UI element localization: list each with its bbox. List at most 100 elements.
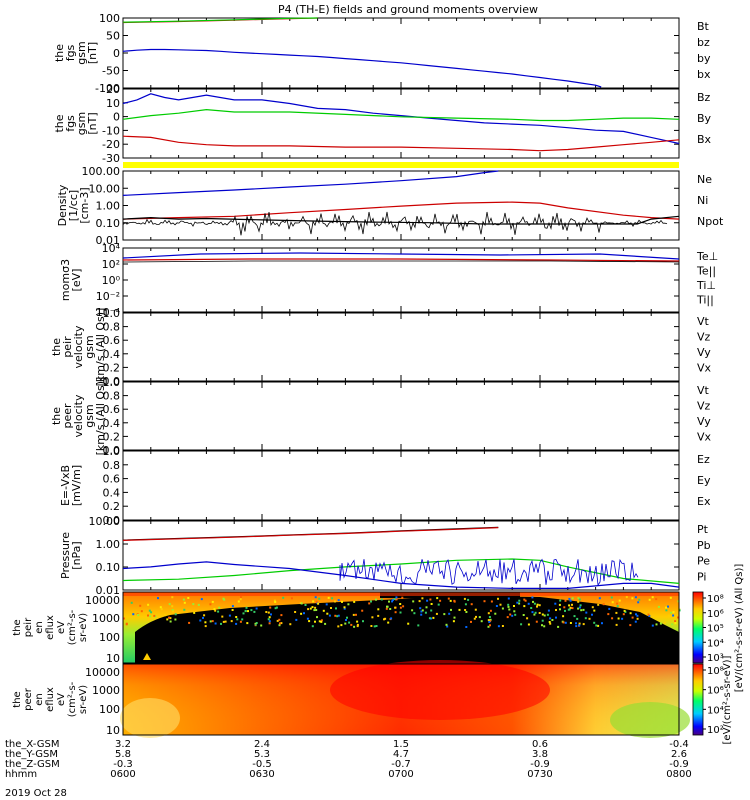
peir-speckle (192, 603, 194, 605)
peir-speckle (307, 608, 309, 610)
peir-speckle (496, 605, 498, 607)
legend-entry-Ti⊥: Ti⊥ (696, 279, 716, 292)
peir-speckle (652, 625, 654, 627)
peir-speckle (395, 611, 397, 613)
series-p3-Ne (123, 202, 679, 219)
peir-speckle (559, 608, 561, 610)
peir-speckle (419, 600, 421, 602)
peir-speckle (412, 600, 414, 602)
ytick-label: -30 (102, 152, 120, 165)
peir-speckle (345, 619, 347, 621)
peir-speckle (542, 614, 544, 616)
peir-speckle (212, 620, 214, 622)
legend-entry-Npot: Npot (697, 215, 724, 228)
peir-speckle (312, 606, 314, 608)
peir-speckle (187, 597, 189, 599)
peir-speckle (430, 610, 432, 612)
peir-speckle (386, 608, 388, 610)
peir-speckle (317, 603, 319, 605)
peir-speckle (338, 599, 340, 601)
peir-speckle (400, 612, 402, 614)
peir-speckle (323, 610, 325, 612)
peir-speckle (570, 607, 572, 609)
peir-speckle (526, 617, 528, 619)
ytick-label: 10.00 (89, 182, 121, 195)
peir-speckle (514, 614, 516, 616)
ytick-label: 10⁴ (102, 242, 121, 255)
legend-entry-Bz: Bz (697, 91, 711, 104)
peir-speckle (649, 599, 651, 601)
peir-speckle (417, 624, 419, 626)
colorbar-tick-label: 10⁴ (707, 638, 724, 649)
peir-speckle (667, 606, 669, 608)
peir-speckle (344, 623, 346, 625)
peir-speckle (615, 612, 617, 614)
peir-speckle (658, 606, 660, 608)
peir-speckle (253, 611, 255, 613)
peir-speckle (508, 598, 510, 600)
peir-speckle (269, 622, 271, 624)
ytick-label: 0.10 (96, 561, 121, 574)
peir-speckle (559, 604, 561, 606)
peir-speckle (312, 625, 314, 627)
panel-p6: 1.00.80.60.40.20.0thepeervelocitygsm[km/… (50, 376, 712, 457)
legend-entry-Bt: Bt (697, 20, 710, 33)
series-p1-bx (123, 50, 601, 88)
panel-p8: 10.001.000.100.01Pressure[nPa]PtPbPePi (59, 515, 711, 597)
legend-entry-Ne: Ne (697, 173, 712, 186)
peir-speckle (664, 622, 666, 624)
peir-speckle (147, 615, 149, 617)
peir-speckle (511, 615, 513, 617)
ylabel-line: eV (56, 621, 67, 634)
peir-speckle (391, 600, 393, 602)
peir-speckle (516, 602, 518, 604)
peir-speckle (289, 623, 291, 625)
peir-speckle (330, 607, 332, 609)
peir-speckle (532, 601, 534, 603)
peir-speckle (269, 620, 271, 622)
peir-speckle (488, 619, 490, 621)
peir-speckle (141, 610, 143, 612)
peir-speckle (507, 604, 509, 606)
peir-speckle (465, 626, 467, 628)
ylabel-line: peir (23, 617, 34, 637)
ytick-label: 0 (113, 111, 120, 124)
peir-speckle (595, 625, 597, 627)
ytick-label: 1000 (92, 612, 120, 625)
peir-speckle (316, 616, 318, 618)
xaxis-value: 0730 (527, 769, 552, 780)
legend-entry-Te||: Te|| (696, 265, 716, 278)
peir-speckle (161, 608, 163, 610)
ytick-label: 10² (102, 258, 120, 271)
ylabel-line: the (12, 619, 23, 635)
legend-entry-by: by (697, 52, 711, 65)
peir-speckle (326, 613, 328, 615)
peir-speckle (131, 602, 133, 604)
peir-speckle (255, 624, 257, 626)
peir-speckle (436, 613, 438, 615)
peir-speckle (564, 610, 566, 612)
peir-speckle (513, 610, 515, 612)
temperature-traces (123, 253, 679, 262)
peir-speckle (221, 616, 223, 618)
peir-speckle (334, 601, 336, 603)
peir-speckle (575, 622, 577, 624)
peir-speckle (172, 610, 174, 612)
peir-speckle (270, 613, 272, 615)
peir-speckle (619, 600, 621, 602)
peir-speckle (629, 624, 631, 626)
peir-speckle (370, 625, 372, 627)
peir-speckle (337, 625, 339, 627)
peir-speckle (635, 596, 637, 598)
peir-speckle (568, 598, 570, 600)
series-p3-Npot (123, 171, 498, 195)
panel-p3: 100.0010.001.000.100.01Density[1/cc][cm-… (56, 165, 724, 247)
peir-speckle (269, 607, 271, 609)
peir-speckle (593, 622, 595, 624)
xaxis-row-label: hhmm (5, 769, 37, 780)
peir-speckle (313, 609, 315, 611)
peir-speckle (413, 612, 415, 614)
peir-speckle (174, 619, 176, 621)
peir-speckle (265, 611, 267, 613)
peir-speckle (542, 620, 544, 622)
